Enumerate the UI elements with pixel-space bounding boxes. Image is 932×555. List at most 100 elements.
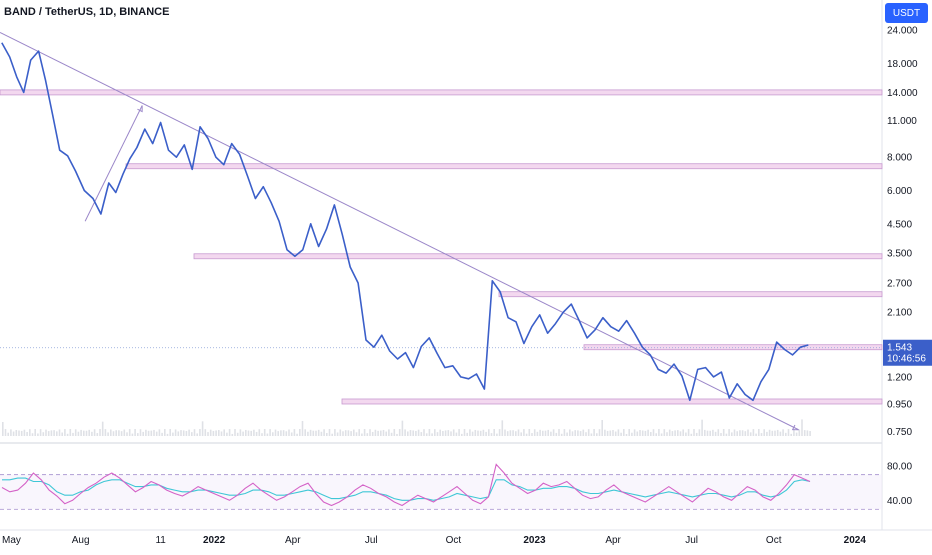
time-tick-label: 2024 xyxy=(844,535,867,546)
volume-bar xyxy=(423,429,425,436)
volume-bar xyxy=(50,430,53,436)
volume-bar xyxy=(617,429,620,436)
volume-bar xyxy=(655,433,657,436)
volume-bar xyxy=(126,432,128,436)
volume-bar xyxy=(182,430,185,436)
volume-bar xyxy=(577,430,579,436)
support-resistance-zone[interactable] xyxy=(125,163,883,170)
volume-bar xyxy=(533,429,536,436)
volume-bar xyxy=(515,431,517,436)
volume-bar xyxy=(258,429,261,436)
volume-bar xyxy=(693,429,695,436)
volume-bar xyxy=(444,430,447,436)
volume-bar xyxy=(728,429,730,436)
volume-bar xyxy=(803,430,806,436)
time-tick-label: Jul xyxy=(365,535,378,546)
volume-bar xyxy=(504,429,506,436)
volume-bar xyxy=(760,433,763,436)
volume-bar xyxy=(650,432,652,436)
volume-bar xyxy=(687,429,690,436)
volume-bar xyxy=(272,432,274,436)
volume-bar xyxy=(731,432,733,436)
volume-bar xyxy=(787,429,790,436)
volume-bar xyxy=(209,429,212,436)
volume-bar xyxy=(228,429,231,436)
current-price-label: 1.543 xyxy=(887,343,912,354)
time-tick-label: Oct xyxy=(446,535,462,546)
volume-bar xyxy=(369,429,371,436)
volume-bar xyxy=(798,429,801,436)
volume-bar xyxy=(758,429,760,436)
volume-bar xyxy=(131,433,134,436)
volume-bar xyxy=(558,429,560,436)
volume-bar xyxy=(377,430,379,436)
volume-bar xyxy=(223,429,225,436)
volume-bar xyxy=(2,422,4,436)
time-tick-label: 2023 xyxy=(523,535,546,546)
volume-bar xyxy=(736,431,738,436)
support-resistance-zone[interactable] xyxy=(341,398,883,405)
volume-bar xyxy=(571,431,574,436)
volume-bar xyxy=(207,432,209,436)
volume-bar xyxy=(64,429,66,436)
price-series-line[interactable] xyxy=(1,42,809,402)
time-tick-label: Jul xyxy=(685,535,698,546)
rsi-line[interactable] xyxy=(1,463,811,507)
support-resistance-zone[interactable] xyxy=(0,89,883,96)
volume-bar xyxy=(12,431,15,436)
volume-bar xyxy=(614,431,617,436)
support-resistance-zone[interactable] xyxy=(583,344,883,351)
volume-bar xyxy=(344,430,347,436)
volume-bar xyxy=(61,432,63,436)
volume-bar xyxy=(93,429,96,436)
volume-bar xyxy=(790,433,792,436)
volume-bar xyxy=(201,421,204,436)
volume-bar xyxy=(485,431,487,436)
volume-bar xyxy=(641,430,644,436)
volume-bar xyxy=(234,429,236,436)
volume-bar xyxy=(393,429,396,436)
volume-bar xyxy=(628,429,630,436)
volume-bar xyxy=(539,429,541,436)
volume-bar xyxy=(552,429,555,436)
volume-bar xyxy=(239,429,242,436)
support-resistance-zone[interactable] xyxy=(498,291,883,298)
volume-bar xyxy=(96,433,99,436)
volume-bar xyxy=(479,430,482,436)
volume-bar xyxy=(317,429,320,436)
volume-bar xyxy=(29,429,31,436)
volume-bar xyxy=(253,429,255,436)
candle-countdown-label: 10:46:56 xyxy=(887,354,926,365)
descending-trendline[interactable] xyxy=(0,31,799,431)
volume-bar xyxy=(579,431,582,436)
volume-bar xyxy=(447,430,450,436)
volume-bar xyxy=(212,430,215,436)
volume-bar xyxy=(77,431,80,436)
volume-bar xyxy=(652,429,655,436)
volume-bar xyxy=(412,430,414,436)
volume-bar xyxy=(785,432,787,436)
volume-bar xyxy=(110,429,112,436)
volume-bar xyxy=(517,429,520,436)
volume-bar xyxy=(353,429,355,436)
volume-bar xyxy=(218,430,220,436)
rsi-tick-label: 40.00 xyxy=(887,496,912,507)
volume-bar xyxy=(185,431,188,436)
volume-bar xyxy=(58,429,61,436)
volume-bar xyxy=(531,433,533,436)
support-resistance-zone[interactable] xyxy=(193,253,883,260)
currency-unit-button[interactable]: USDT xyxy=(885,3,928,23)
volume-bar xyxy=(350,431,352,436)
volume-bar xyxy=(793,429,795,436)
volume-bar xyxy=(623,429,625,436)
price-tick-label: 24.000 xyxy=(887,26,918,37)
price-tick-label: 8.000 xyxy=(887,153,912,164)
volume-bar xyxy=(91,431,93,436)
rsi-band-line[interactable] xyxy=(2,477,811,501)
volume-bar xyxy=(679,431,682,436)
volume-bar xyxy=(563,429,566,436)
volume-bar xyxy=(706,430,709,436)
volume-bar xyxy=(285,431,288,436)
volume-bar xyxy=(482,429,485,436)
